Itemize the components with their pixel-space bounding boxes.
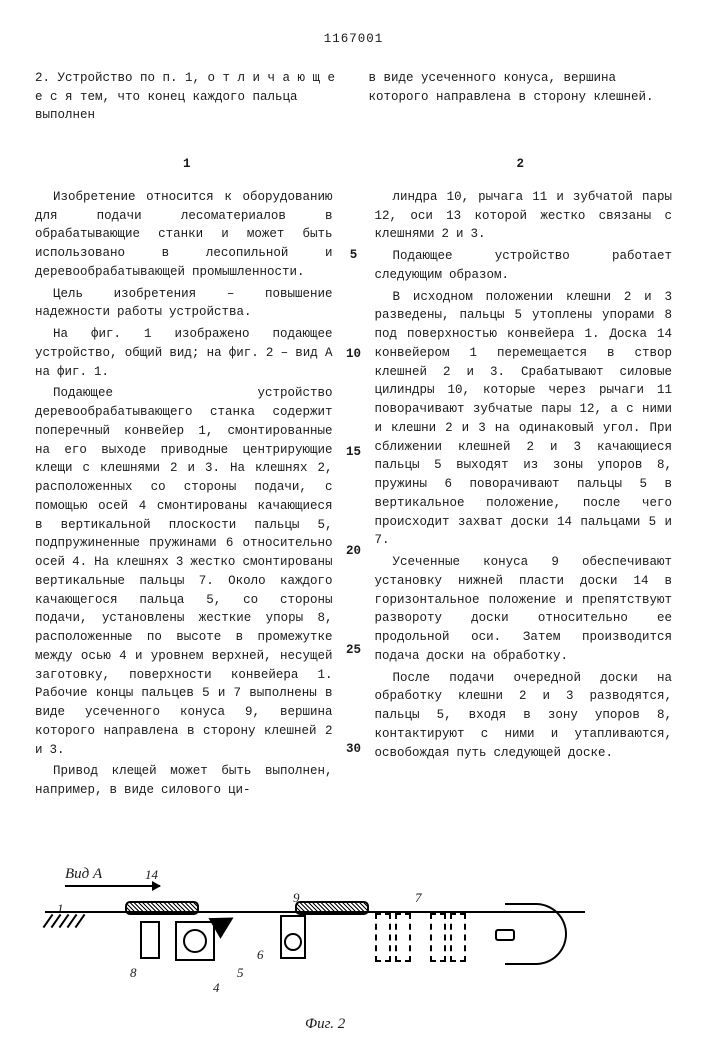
body-columns: Изобретение относится к оборудованию для… bbox=[35, 188, 672, 839]
finger-7c-icon bbox=[430, 913, 446, 962]
c1-p1: Изобретение относится к оборудованию для… bbox=[35, 188, 333, 282]
line-num-25: 25 bbox=[346, 641, 361, 660]
line-num-5: 5 bbox=[350, 246, 358, 265]
ref-8: 8 bbox=[130, 963, 137, 983]
claim-left: 2. Устройство по п. 1, о т л и ч а ю щ е… bbox=[35, 69, 339, 125]
finger-7a-icon bbox=[375, 913, 391, 962]
ref-7: 7 bbox=[415, 888, 422, 908]
ground-hatch-icon bbox=[45, 913, 85, 931]
figure-2: Вид А 14 1 9 7 8 4 5 6 Фиг. 2 bbox=[35, 863, 672, 1033]
column-headers: 1 2 bbox=[35, 155, 672, 174]
line-num-30: 30 bbox=[346, 740, 361, 759]
view-label: Вид А bbox=[65, 863, 102, 886]
ref-5: 5 bbox=[237, 963, 244, 983]
c2-p3: В исходном положении клешни 2 и 3 развед… bbox=[375, 288, 673, 551]
ref-4: 4 bbox=[213, 978, 220, 998]
column-1: Изобретение относится к оборудованию для… bbox=[35, 188, 333, 803]
ref-14: 14 bbox=[145, 865, 158, 885]
claim-right: в виде усеченного конуса, вершина которо… bbox=[369, 69, 673, 125]
c2-p2: Подающее устройство работает следующим о… bbox=[375, 247, 673, 285]
line-number-gutter: 5 10 15 20 25 30 bbox=[345, 188, 363, 839]
board-2-icon bbox=[295, 901, 369, 915]
figure-caption: Фиг. 2 bbox=[305, 1013, 345, 1036]
finger-7b-icon bbox=[395, 913, 411, 962]
ref-6: 6 bbox=[257, 945, 264, 965]
col-header-2: 2 bbox=[369, 155, 673, 174]
line-num-10: 10 bbox=[346, 345, 361, 364]
claim-block: 2. Устройство по п. 1, о т л и ч а ю щ е… bbox=[35, 69, 672, 125]
c2-p4: Усеченные конуса 9 обеспечивают установк… bbox=[375, 553, 673, 666]
c1-p3: На фиг. 1 изображено подающее устройство… bbox=[35, 325, 333, 381]
finger-7d-icon bbox=[450, 913, 466, 962]
c2-p1: линдра 10, рычага 11 и зубчатой пары 12,… bbox=[375, 188, 673, 244]
line-num-20: 20 bbox=[346, 542, 361, 561]
col-header-1: 1 bbox=[35, 155, 339, 174]
c1-p5: Привод клещей может быть выполнен, напри… bbox=[35, 762, 333, 800]
column-2: линдра 10, рычага 11 и зубчатой пары 12,… bbox=[375, 188, 673, 766]
arc-center-icon bbox=[495, 929, 515, 941]
board-1-icon bbox=[125, 901, 199, 915]
direction-arrow-icon bbox=[65, 885, 160, 887]
c2-p5: После подачи очередной доски на обработк… bbox=[375, 669, 673, 763]
line-num-15: 15 bbox=[346, 443, 361, 462]
c1-p4: Подающее устройство деревообрабатывающег… bbox=[35, 384, 333, 759]
stop-8-icon bbox=[140, 921, 160, 959]
patent-number: 1167001 bbox=[35, 30, 672, 49]
c1-p2: Цель изобретения – повышение надежности … bbox=[35, 285, 333, 323]
